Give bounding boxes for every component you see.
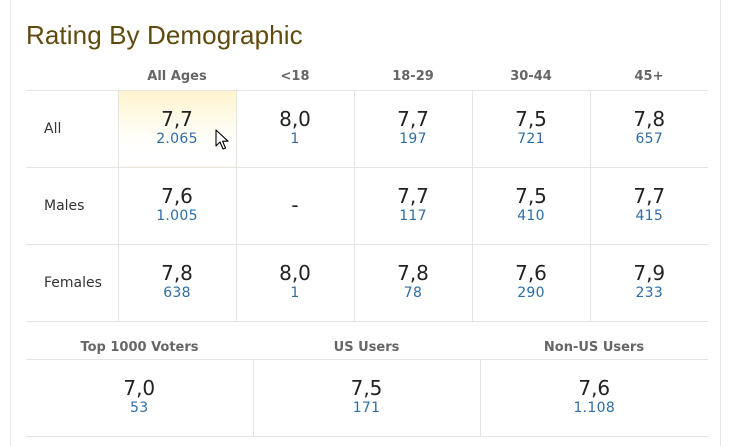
table-row-all: All 7,7 2.065 8,0 1 7,7 197 7,5 721 7,8 657 bbox=[26, 90, 708, 168]
votes-link[interactable]: 197 bbox=[399, 130, 427, 147]
rating-cell: 8,0 1 bbox=[235, 244, 354, 322]
column-header: 18-29 bbox=[354, 66, 472, 91]
rating-value: 8,0 bbox=[279, 260, 311, 285]
votes-link[interactable]: 117 bbox=[399, 207, 427, 224]
column-header: 45+ bbox=[590, 66, 708, 91]
votes-link[interactable]: 410 bbox=[517, 207, 545, 224]
table-row-males: Males 7,6 1.005 - 7,7 117 7,5 410 7,7 415 bbox=[26, 167, 708, 245]
row-label: All bbox=[26, 90, 118, 168]
rating-cell: 7,7 117 bbox=[353, 167, 472, 245]
rating-cell: 7,7 197 bbox=[353, 90, 472, 168]
rating-cell: 7,5 171 bbox=[252, 359, 480, 437]
rating-cell: 7,5 410 bbox=[471, 167, 590, 245]
rating-value: 7,6 bbox=[515, 260, 547, 285]
rating-cell: 7,8 78 bbox=[353, 244, 472, 322]
frame-border-left bbox=[10, 0, 11, 446]
rating-cell: - bbox=[235, 167, 354, 245]
no-rating-dash: - bbox=[291, 192, 299, 217]
rating-cell: 7,7 2.065 bbox=[117, 90, 236, 168]
table-row: 7,0 53 7,5 171 7,6 1.108 bbox=[26, 359, 708, 437]
rating-value: 7,6 bbox=[578, 375, 611, 400]
column-header: US Users bbox=[253, 336, 480, 360]
rating-value: 8,0 bbox=[279, 106, 311, 131]
votes-link[interactable]: 638 bbox=[163, 284, 191, 301]
rating-cell: 7,6 1.108 bbox=[479, 359, 708, 437]
arrow-cursor-icon bbox=[215, 129, 229, 150]
rating-cell: 7,5 721 bbox=[471, 90, 590, 168]
row-label: Males bbox=[26, 167, 118, 245]
rating-value: 7,8 bbox=[161, 260, 193, 285]
rating-cell: 7,6 290 bbox=[471, 244, 590, 322]
rating-cell: 7,8 638 bbox=[117, 244, 236, 322]
rating-value: 7,6 bbox=[161, 183, 193, 208]
table-row-females: Females 7,8 638 8,0 1 7,8 78 7,6 290 7,9 233 bbox=[26, 244, 708, 322]
votes-link[interactable]: 233 bbox=[635, 284, 664, 301]
votes-link[interactable]: 1.005 bbox=[156, 207, 198, 224]
votes-link[interactable]: 1.108 bbox=[573, 399, 616, 416]
rating-cell: 7,7 415 bbox=[589, 167, 708, 245]
rating-value: 7,5 bbox=[515, 106, 547, 131]
demographic-ratings-table: All Ages <18 18-29 30-44 45+ All 7,7 2.06… bbox=[26, 66, 708, 322]
rating-cell: 7,8 657 bbox=[589, 90, 708, 168]
votes-link[interactable]: 2.065 bbox=[156, 130, 198, 147]
rating-cell: 8,0 1 bbox=[235, 90, 354, 168]
rating-cell: 7,0 53 bbox=[26, 359, 253, 437]
votes-link[interactable]: 657 bbox=[635, 130, 664, 147]
rating-value: 7,7 bbox=[633, 183, 666, 208]
votes-link[interactable]: 78 bbox=[403, 284, 423, 301]
votes-link[interactable]: 1 bbox=[290, 284, 300, 301]
page-title: Rating By Demographic bbox=[26, 20, 303, 50]
votes-link[interactable]: 290 bbox=[517, 284, 545, 301]
column-header: All Ages bbox=[118, 66, 236, 91]
votes-link[interactable]: 721 bbox=[517, 130, 545, 147]
votes-link[interactable]: 1 bbox=[290, 130, 300, 147]
column-header: Non-US Users bbox=[480, 336, 708, 360]
voter-group-ratings-table: Top 1000 Voters US Users Non-US Users 7,… bbox=[26, 336, 708, 437]
table-header-row: Top 1000 Voters US Users Non-US Users bbox=[26, 336, 708, 360]
rating-value: 7,8 bbox=[397, 260, 429, 285]
rating-value: 7,5 bbox=[350, 375, 383, 400]
rating-cell: 7,9 233 bbox=[589, 244, 708, 322]
votes-link[interactable]: 171 bbox=[352, 399, 381, 416]
row-label: Females bbox=[26, 244, 118, 322]
column-header: <18 bbox=[236, 66, 354, 91]
row-label-header bbox=[26, 66, 118, 91]
column-header: 30-44 bbox=[472, 66, 590, 91]
rating-cell: 7,6 1.005 bbox=[117, 167, 236, 245]
rating-value: 7,7 bbox=[397, 106, 429, 131]
table-header-row: All Ages <18 18-29 30-44 45+ bbox=[26, 66, 708, 91]
votes-link[interactable]: 415 bbox=[635, 207, 664, 224]
rating-value: 7,0 bbox=[123, 375, 156, 400]
column-header: Top 1000 Voters bbox=[26, 336, 253, 360]
rating-value: 7,8 bbox=[633, 106, 666, 131]
frame-border-right bbox=[720, 0, 721, 446]
votes-link[interactable]: 53 bbox=[130, 399, 149, 416]
rating-value: 7,9 bbox=[633, 260, 666, 285]
rating-value: 7,7 bbox=[397, 183, 429, 208]
rating-value: 7,7 bbox=[161, 106, 193, 131]
rating-value: 7,5 bbox=[515, 183, 547, 208]
